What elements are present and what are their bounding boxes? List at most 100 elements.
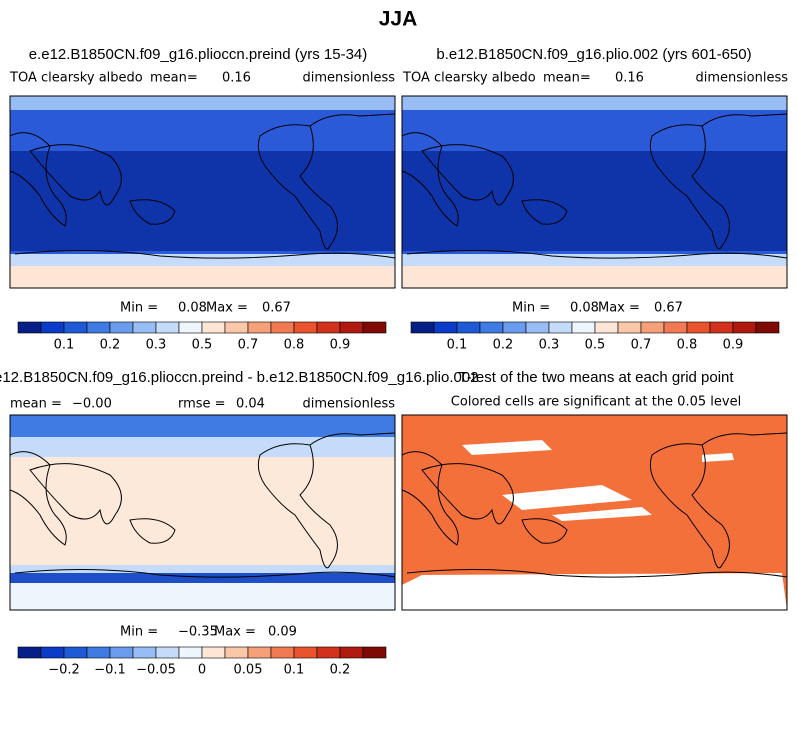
color-box	[362, 321, 387, 334]
color-box	[270, 646, 295, 659]
color-box	[709, 321, 734, 334]
colorbar-label: 0.2	[493, 338, 514, 353]
panel-title: e.e12.B1850CN.f09_g16.plioccn.preind (yr…	[29, 46, 368, 63]
color-box	[63, 321, 88, 334]
max-label: Max =	[598, 301, 640, 316]
units: dimensionless	[303, 397, 396, 412]
color-box	[456, 321, 481, 334]
color-box	[40, 646, 65, 659]
max: 0.67	[654, 301, 683, 316]
mean: 0.16	[615, 71, 644, 86]
color-box	[247, 646, 272, 659]
color-box	[109, 646, 134, 659]
variable: TOA clearsky albedo	[9, 71, 143, 86]
variable: TOA clearsky albedo	[402, 71, 536, 86]
color-box	[86, 646, 111, 659]
colorbar-label: 0.1	[447, 338, 468, 353]
colorbar-label: 0.3	[146, 338, 167, 353]
color-box	[479, 321, 504, 334]
color-box	[525, 321, 550, 334]
color-box	[433, 321, 458, 334]
color-box	[86, 321, 111, 334]
colorbar-label: 0.2	[330, 663, 351, 678]
min: −0.35	[178, 625, 218, 640]
colorbar-label: 0.05	[234, 663, 263, 678]
color-box	[316, 646, 341, 659]
colorbar-label: 0.9	[723, 338, 744, 353]
color-box	[247, 321, 272, 334]
color-box	[339, 321, 364, 334]
color-box	[548, 321, 573, 334]
colorbar-label: −0.2	[48, 663, 80, 678]
color-box	[178, 321, 203, 334]
color-box	[686, 321, 711, 334]
color-box	[293, 321, 318, 334]
panel-title: e.e12.B1850CN.f09_g16.plioccn.preind - b…	[0, 369, 479, 386]
min-label: Min =	[512, 301, 550, 316]
units: dimensionless	[303, 71, 396, 86]
color-box	[293, 646, 318, 659]
rmse: 0.04	[236, 397, 265, 412]
color-box	[17, 646, 42, 659]
min-label: Min =	[120, 301, 158, 316]
max: 0.09	[268, 625, 297, 640]
color-box	[270, 321, 295, 334]
color-box	[201, 646, 226, 659]
color-box	[594, 321, 619, 334]
map	[9, 95, 396, 289]
color-box	[17, 321, 42, 334]
color-box	[339, 646, 364, 659]
color-box	[571, 321, 596, 334]
rmse-label: rmse =	[178, 397, 226, 412]
colorbar-label: 0.8	[677, 338, 698, 353]
color-box	[502, 321, 527, 334]
mean: −0.00	[72, 397, 112, 412]
max-label: Max =	[214, 625, 256, 640]
colorbar-label: 0.8	[284, 338, 305, 353]
colorbar-label: −0.1	[94, 663, 126, 678]
color-box	[224, 321, 249, 334]
colorbar-label: 0.1	[54, 338, 75, 353]
max-label: Max =	[206, 301, 248, 316]
color-box	[617, 321, 642, 334]
panel-title: T-test of the two means at each grid poi…	[458, 369, 734, 386]
colorbar-label: 0.7	[631, 338, 652, 353]
mean-label: mean =	[10, 397, 62, 412]
color-box	[755, 321, 780, 334]
map	[401, 414, 788, 611]
colorbar-label: 0.9	[330, 338, 351, 353]
colorbar-label: 0.7	[238, 338, 259, 353]
panel-title: b.e12.B1850CN.f09_g16.plio.002 (yrs 601-…	[436, 46, 751, 63]
colorbar-label: 0.1	[284, 663, 305, 678]
color-box	[410, 321, 435, 334]
color-box	[201, 321, 226, 334]
units: dimensionless	[696, 71, 789, 86]
color-box	[155, 321, 180, 334]
color-box	[63, 646, 88, 659]
color-box	[155, 646, 180, 659]
color-box	[132, 646, 157, 659]
color-box	[40, 321, 65, 334]
map	[401, 95, 788, 289]
colorbar-label: 0	[198, 663, 206, 678]
mean: 0.16	[222, 71, 251, 86]
min: 0.08	[178, 301, 207, 316]
color-box	[224, 646, 249, 659]
panel-subtitle: Colored cells are significant at the 0.0…	[451, 395, 741, 410]
color-box	[109, 321, 134, 334]
mean-label: mean=	[150, 71, 198, 86]
color-box	[316, 321, 341, 334]
max: 0.67	[262, 301, 291, 316]
color-box	[732, 321, 757, 334]
colorbar-label: −0.05	[136, 663, 176, 678]
mean-label: mean=	[543, 71, 591, 86]
colorbar-label: 0.5	[585, 338, 606, 353]
figure-title: JJA	[379, 8, 418, 31]
min-label: Min =	[120, 625, 158, 640]
color-box	[640, 321, 665, 334]
colorbar-label: 0.3	[539, 338, 560, 353]
color-box	[178, 646, 203, 659]
map	[9, 414, 396, 611]
min: 0.08	[570, 301, 599, 316]
